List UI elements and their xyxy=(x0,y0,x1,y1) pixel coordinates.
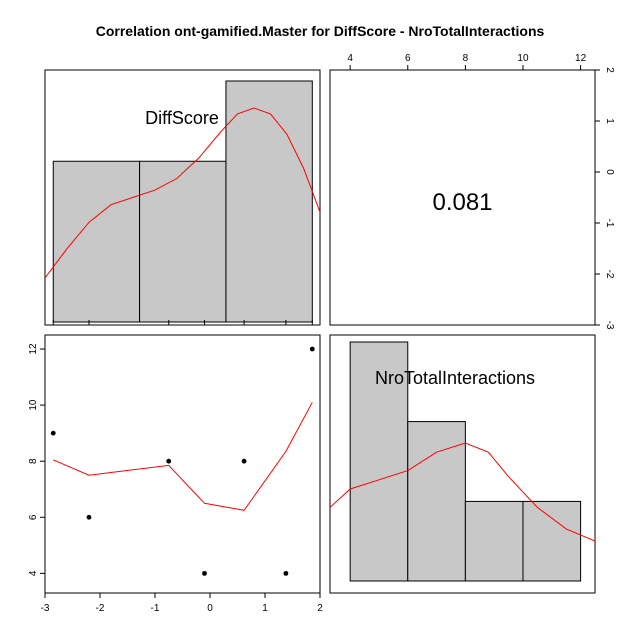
panel-diffscore-histogram-border xyxy=(44,69,321,326)
diffscore-histogram-bar xyxy=(225,80,313,323)
diffscore-diagonal-label: DiffScore xyxy=(145,108,219,128)
y-axis-nro-tick-label: 8 xyxy=(28,458,39,464)
scatter-point xyxy=(241,458,247,464)
diffscore-density-curve xyxy=(45,107,320,279)
panel-scatter-border xyxy=(44,334,321,594)
y-axis-nro-tick-label: 12 xyxy=(28,343,39,355)
scatter-point xyxy=(86,514,92,520)
y-axis-diffscore-tick-label: 0 xyxy=(604,169,615,175)
scatter-point xyxy=(309,346,315,352)
x-axis-diffscore-tick-label: -1 xyxy=(151,603,160,614)
x-axis-nro-tick-label: 12 xyxy=(575,53,587,64)
x-axis-nro-tick-label: 8 xyxy=(463,53,469,64)
y-axis-diffscore-tick-label: -2 xyxy=(604,270,615,279)
chart-title: Correlation ont-gamified.Master for Diff… xyxy=(96,23,545,39)
nro-diagonal-label: NroTotalInteractions xyxy=(375,368,535,388)
y-axis-nro-tick-label: 6 xyxy=(28,514,39,520)
scatter-point xyxy=(283,570,289,576)
nro-histogram-bar xyxy=(407,421,466,582)
y-axis-diffscore-tick-label: 2 xyxy=(604,67,615,73)
nro-density-curve xyxy=(330,442,595,542)
scatter-point xyxy=(50,430,56,436)
x-axis-diffscore-tick-label: -3 xyxy=(41,603,50,614)
x-axis-diffscore-tick-label: 2 xyxy=(317,603,323,614)
y-axis-nro-tick-label: 10 xyxy=(28,399,39,411)
y-axis-diffscore-tick-label: -1 xyxy=(604,219,615,228)
x-axis-diffscore-tick-label: 1 xyxy=(262,603,268,614)
scatter-smooth-line xyxy=(53,402,313,511)
x-axis-nro-tick-label: 4 xyxy=(347,53,353,64)
diffscore-histogram-bar xyxy=(52,160,141,323)
nro-histogram-bar xyxy=(522,500,582,582)
nro-histogram-bar xyxy=(464,500,524,582)
scatter-point xyxy=(166,458,172,464)
y-axis-diffscore-tick-label: -3 xyxy=(604,321,615,330)
x-axis-diffscore-tick-label: -2 xyxy=(96,603,105,614)
x-axis-nro-tick-label: 10 xyxy=(517,53,529,64)
scatter-point xyxy=(202,570,207,576)
diffscore-histogram-bar xyxy=(139,160,227,323)
panel-nro-histogram-border xyxy=(329,334,596,594)
y-axis-diffscore-tick-label: 1 xyxy=(604,118,615,124)
correlation-value: 0.081 xyxy=(432,189,492,216)
x-axis-nro-tick-label: 6 xyxy=(405,53,411,64)
x-axis-diffscore-tick-label: 0 xyxy=(207,603,213,614)
y-axis-nro-tick-label: 4 xyxy=(28,570,39,576)
nro-histogram-bar xyxy=(349,341,409,582)
